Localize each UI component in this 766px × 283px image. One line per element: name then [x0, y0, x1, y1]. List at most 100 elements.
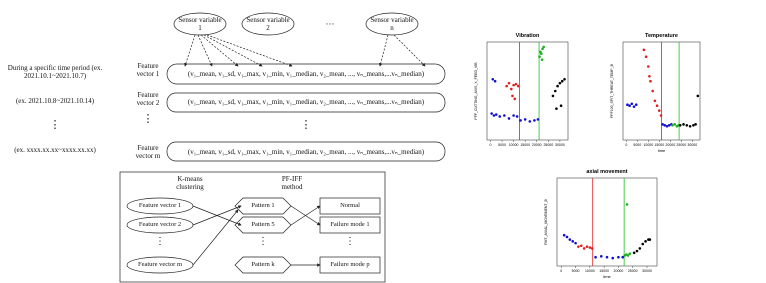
sensor-label: Sensor variable 2 [246, 16, 290, 32]
data-point [594, 255, 597, 259]
data-point [574, 241, 577, 245]
data-point [635, 249, 639, 253]
data-point [644, 55, 648, 58]
data-point [611, 256, 615, 260]
x-tick-label: 15000 [654, 143, 664, 147]
failure-mode-node: Normal [340, 202, 360, 209]
data-point [630, 102, 634, 106]
data-point [688, 124, 692, 128]
data-point [579, 244, 583, 248]
feature-label: Feature vector 2 [136, 91, 160, 107]
pfiff-label: PF-IFF method [281, 175, 303, 191]
pattern-node: Pattern 5 [251, 221, 275, 228]
y-axis-label: PFF100_SPIT_THREAT_TEMP_B [610, 63, 614, 117]
x-tick-label: 15000 [599, 269, 609, 273]
data-point [505, 84, 508, 88]
y-axis-label: PFF_CUTTING_AXIS_X_FEED_VIB [474, 62, 478, 120]
data-point [661, 123, 664, 126]
data-point [665, 124, 669, 128]
x-tick-label: 20000 [614, 269, 624, 273]
data-point [628, 104, 631, 107]
data-point [519, 119, 522, 122]
x-tick-label: 0 [489, 143, 491, 147]
kmeans-label: K-means clustering [176, 175, 204, 191]
feature-vector: (v₁_mean, v₁_sd, v₁_max, v₁_min, v₁_medi… [187, 98, 425, 106]
data-point [659, 114, 663, 117]
x-tick-label: 25000 [628, 269, 638, 273]
time-period: ⋮ [49, 119, 61, 131]
pattern-node: Pattern 1 [251, 202, 275, 209]
feature-vector-node: Feature vector 2 [138, 221, 182, 228]
feature-vector: (v₁_mean, v₁_sd, v₁_max, v₁_min, v₁_medi… [187, 70, 425, 78]
data-point [651, 89, 654, 93]
x-tick-label: 10000 [509, 143, 519, 147]
data-point [562, 233, 566, 237]
data-point [648, 238, 652, 241]
data-point [523, 118, 527, 121]
data-point [494, 113, 498, 116]
sensor-label: Sensor variable n [370, 16, 414, 32]
data-point [692, 124, 695, 127]
data-point [696, 94, 700, 98]
data-point [556, 84, 559, 88]
data-point [634, 103, 638, 107]
data-point [512, 114, 515, 117]
data-point [625, 203, 629, 206]
x-tick-label: 10000 [585, 269, 595, 273]
data-point [626, 254, 630, 257]
data-point [628, 252, 632, 255]
data-point [492, 114, 496, 117]
data-point [590, 247, 594, 250]
chart-title: axial movement [586, 169, 627, 175]
data-point [536, 118, 540, 121]
data-point [649, 79, 652, 83]
time-period: (ex. 2021.10.8~2021.10.14) [15, 97, 95, 105]
diagram-shapes [119, 12, 446, 283]
data-point [588, 246, 592, 249]
data-point [667, 124, 671, 127]
data-point [621, 255, 625, 259]
data-point [617, 255, 620, 259]
data-point [490, 112, 493, 115]
sensor-label: Sensor variable 1 [178, 16, 222, 32]
data-point [585, 245, 589, 248]
data-point [685, 124, 689, 127]
data-point [555, 107, 558, 110]
data-point [512, 83, 515, 87]
failure-mode-node: ⋮ [345, 236, 355, 247]
data-point [599, 255, 603, 258]
pattern-node: Pattern k [251, 261, 275, 268]
data-point [533, 119, 536, 122]
chart: Temperature PFF100_SPIT_THREAT_TEMP_Btime… [610, 33, 701, 153]
data-point [507, 117, 511, 120]
y-axis-label: PMT_AXIAL_MOVEMENT_B [544, 198, 548, 244]
data-point [538, 55, 541, 58]
data-point [528, 120, 532, 123]
x-tick-label: 20000 [532, 143, 542, 147]
ellipsis: ··· [325, 19, 335, 29]
data-point [516, 84, 520, 88]
chart-title: Temperature [645, 33, 678, 39]
data-point [498, 115, 502, 118]
x-axis-label: time [658, 148, 666, 153]
x-tick-label: 25000 [543, 143, 553, 147]
data-point [638, 247, 642, 250]
feature-vector-node: ⋮ [155, 236, 165, 247]
data-point [655, 104, 659, 107]
data-point [694, 123, 697, 126]
data-point [641, 242, 645, 246]
data-point [507, 81, 511, 85]
data-point [540, 58, 544, 61]
data-point [582, 247, 586, 250]
data-point [513, 97, 517, 101]
pattern-node: ⋮ [258, 236, 268, 247]
feature-label: ⋮ [142, 113, 154, 125]
failure-mode-node: Failure mode p [330, 261, 370, 268]
data-point [503, 114, 506, 117]
data-point [540, 52, 543, 56]
data-point [653, 99, 657, 103]
data-point [605, 255, 609, 259]
data-point [539, 50, 542, 54]
